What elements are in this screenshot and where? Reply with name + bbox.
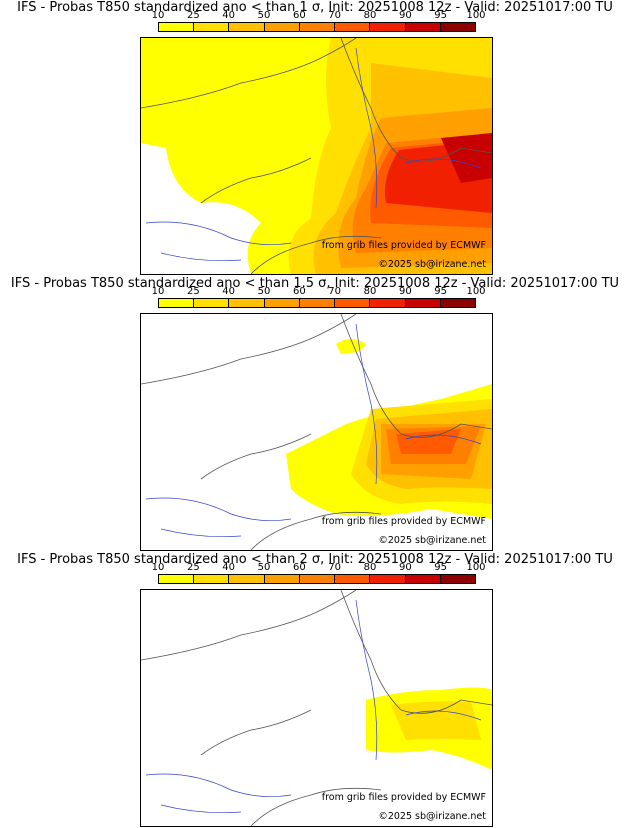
colorbar [158,22,476,32]
colorbar-tick-label: 60 [292,10,306,21]
colorbar-swatch [264,299,300,307]
colorbar-tick-label: 80 [363,286,377,297]
borders [141,314,492,550]
colorbar-tick-label: 25 [186,10,200,21]
colorbar [158,574,476,584]
colorbar-swatch [370,575,406,583]
colorbar-swatch [264,575,300,583]
colorbar-swatch [370,299,406,307]
colorbar-tick-label: 90 [398,562,412,573]
colorbar-swatch [299,23,336,31]
colorbar-tick-label: 100 [466,286,486,297]
colorbar-tick-label: 40 [222,10,236,21]
colorbar-tick-label: 100 [466,10,486,21]
colorbar-tick-label: 80 [363,10,377,21]
colorbar-tick-label: 90 [398,286,412,297]
colorbar-swatch [370,23,406,31]
colorbar-tick-label: 50 [257,562,271,573]
colorbar-swatch [264,23,300,31]
colorbar-tick-label: 50 [257,286,271,297]
colorbar-swatch [440,23,475,31]
colorbar-tick-label: 10 [151,286,165,297]
colorbar-swatch [299,299,336,307]
colorbar-swatch [229,575,265,583]
probability-field [286,339,492,519]
rivers [145,47,482,262]
colorbar-tick-label: 10 [151,562,165,573]
source-credit: from grib files provided by ECMWF [321,516,486,527]
colorbar-tick-label: 10 [151,10,165,21]
probability-field [366,687,492,770]
colorbar-tick-label: 50 [257,10,271,21]
colorbar-tick-label: 60 [292,286,306,297]
colorbar-tick-label: 80 [363,562,377,573]
colorbar-tick-label: 95 [434,10,448,21]
probability-map: from grib files provided by ECMWF ©2025 … [140,37,493,275]
colorbar-ticks: 10 25 40 50 60 70 80 90 95 100 [152,286,486,297]
colorbar-swatch [229,23,265,31]
colorbar-tick-label: 95 [434,286,448,297]
colorbar-tick-label: 60 [292,562,306,573]
map-panel-1: IFS - Probas T850 standardized ano < tha… [0,0,630,276]
colorbar-swatch [405,299,441,307]
colorbar-swatch [229,299,265,307]
colorbar-tick-label: 40 [222,562,236,573]
colorbar-swatch [405,23,441,31]
colorbar-swatch [405,575,441,583]
rivers [145,323,482,538]
colorbar-swatch [194,299,230,307]
copyright-credit: ©2025 sb@irizane.net [378,535,486,546]
colorbar-tick-label: 25 [186,562,200,573]
colorbar-tick-label: 100 [466,562,486,573]
colorbar-tick-label: 95 [434,562,448,573]
colorbar-swatch [440,299,475,307]
colorbar-tick-label: 40 [222,286,236,297]
colorbar-tick-label: 70 [328,286,342,297]
colorbar-ticks: 10 25 40 50 60 70 80 90 95 100 [152,562,486,573]
colorbar-swatch [335,299,371,307]
panel-title: IFS - Probas T850 standardized ano < tha… [10,276,620,291]
map-graphic [141,314,492,550]
colorbar-swatch [440,575,475,583]
colorbar-tick-label: 90 [398,10,412,21]
borders [141,38,492,274]
copyright-credit: ©2025 sb@irizane.net [378,259,486,270]
source-credit: from grib files provided by ECMWF [321,240,486,251]
colorbar-swatch [299,575,336,583]
map-graphic [141,38,492,274]
colorbar-swatch [159,299,195,307]
colorbar-swatch [335,575,371,583]
colorbar-tick-label: 70 [328,10,342,21]
probability-map: from grib files provided by ECMWF ©2025 … [140,313,493,551]
panel-title: IFS - Probas T850 standardized ano < tha… [17,552,613,567]
copyright-credit: ©2025 sb@irizane.net [378,811,486,822]
probability-field [141,38,492,274]
colorbar-swatch [159,23,195,31]
map-panel-3: IFS - Probas T850 standardized ano < tha… [0,552,630,828]
borders [141,590,492,826]
colorbar-ticks: 10 25 40 50 60 70 80 90 95 100 [152,10,486,21]
colorbar-swatch [194,23,230,31]
colorbar-swatch [335,23,371,31]
colorbar [158,298,476,308]
colorbar-swatch [159,575,195,583]
colorbar-tick-label: 25 [186,286,200,297]
colorbar-tick-label: 70 [328,562,342,573]
map-graphic [141,590,492,826]
colorbar-swatch [194,575,230,583]
panel-title: IFS - Probas T850 standardized ano < tha… [17,0,613,15]
probability-map: from grib files provided by ECMWF ©2025 … [140,589,493,827]
source-credit: from grib files provided by ECMWF [321,792,486,803]
rivers [145,599,482,814]
map-panel-2: IFS - Probas T850 standardized ano < tha… [0,276,630,552]
